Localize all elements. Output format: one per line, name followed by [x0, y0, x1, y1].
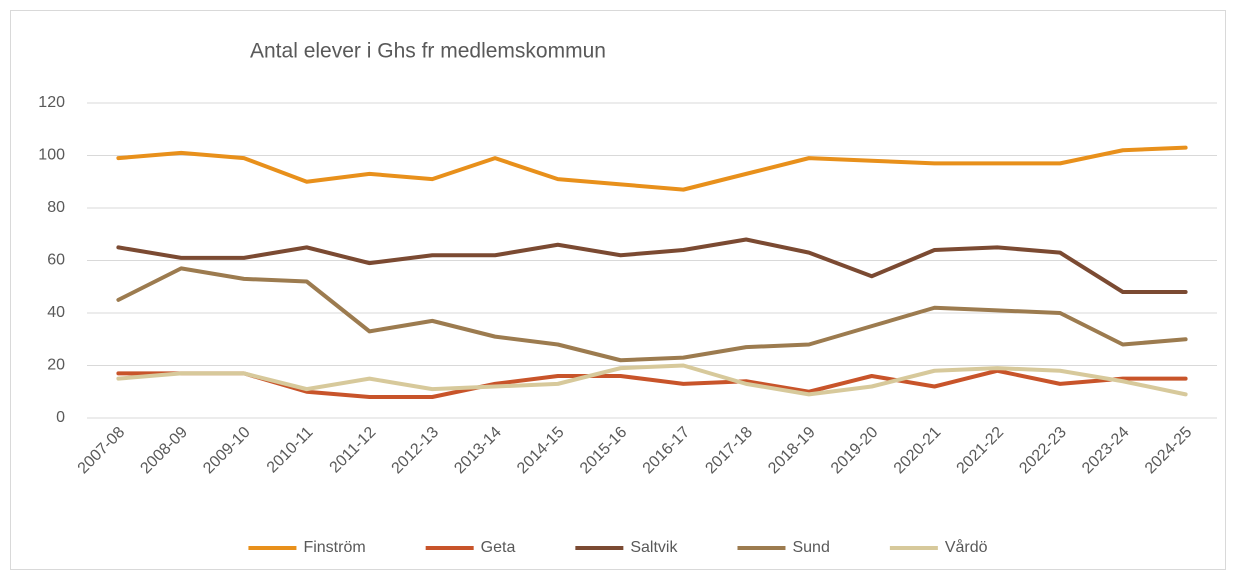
legend-label: Vårdö [945, 538, 988, 556]
series-line [116, 266, 1188, 363]
y-tick-label: 120 [38, 94, 65, 111]
y-tick-label: 20 [47, 357, 65, 374]
legend-label: Sund [792, 539, 829, 556]
series-line [116, 237, 1188, 294]
y-tick-label: 100 [38, 147, 65, 164]
legend-label: Saltvik [630, 539, 678, 556]
chart-border [10, 10, 1226, 570]
y-tick-label: 0 [56, 409, 65, 426]
y-tick-label: 80 [47, 199, 65, 216]
series-line [116, 145, 1188, 192]
legend-label: Geta [481, 539, 516, 556]
series-line [116, 363, 1188, 397]
y-tick-label: 60 [47, 252, 65, 269]
y-tick-label: 40 [47, 304, 65, 321]
legend-label: Finström [303, 539, 365, 556]
series-line [116, 368, 1188, 399]
chart-title: Antal elever i Ghs fr medlemskommun [250, 40, 606, 63]
